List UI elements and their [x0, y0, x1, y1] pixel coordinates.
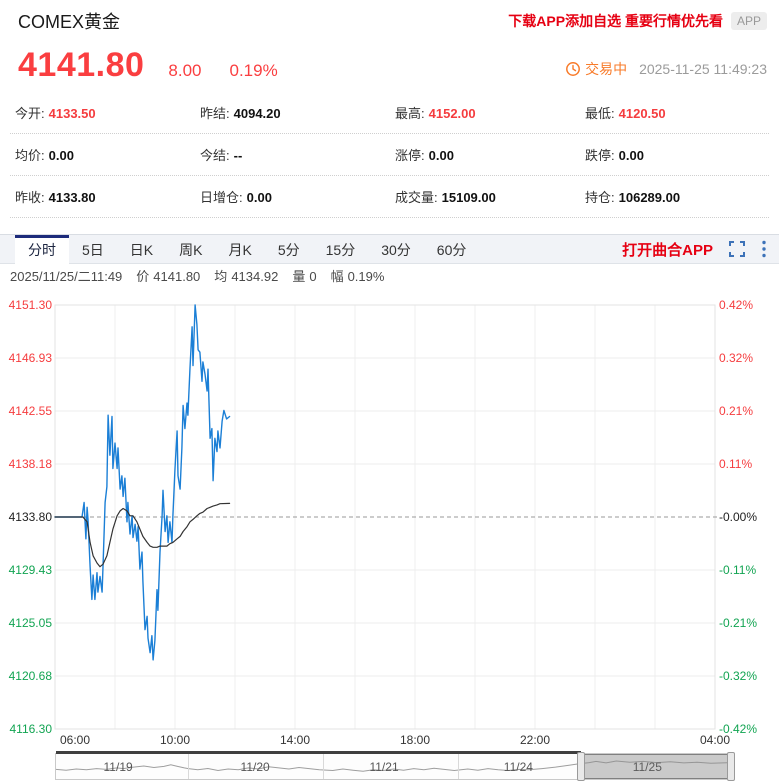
- stat-open-interest: 持仓: 106289.00: [585, 190, 681, 205]
- pct-axis-label: 0.11%: [719, 457, 753, 471]
- y-axis-label: 4120.68: [8, 669, 52, 683]
- intraday-chart[interactable]: 4151.30 4146.93 4142.55 4138.18 4133.80 …: [0, 292, 779, 783]
- pct-axis-label: 0.42%: [719, 298, 754, 312]
- x-axis-tick: 04:00: [699, 733, 731, 747]
- tab-15min[interactable]: 15分: [325, 242, 356, 258]
- pct-axis-label: -0.42%: [719, 722, 758, 736]
- info-average: 均 4134.92: [214, 269, 279, 284]
- price-row: 4141.80 8.00 0.19% 交易中 2025-11-25 11:49:…: [18, 38, 767, 86]
- pct-axis-label: -0.21%: [719, 616, 758, 630]
- kebab-menu-icon[interactable]: [761, 240, 767, 258]
- navigator-date: 11/19: [103, 759, 133, 774]
- pct-axis-label: -0.32%: [719, 669, 758, 683]
- navigator-loaded-range-bar: [56, 751, 582, 754]
- fullscreen-icon[interactable]: [729, 241, 745, 257]
- period-tabbar: 分时 5日 日K 周K 月K 5分 15分 30分 60分 打开曲合APP: [0, 234, 779, 264]
- y-axis-label: 4129.43: [8, 563, 52, 577]
- price-change-percent: 0.19%: [229, 61, 278, 80]
- pct-axis-label: -0.11%: [719, 563, 757, 577]
- trading-status-badge: 交易中: [585, 61, 628, 77]
- navigator-day-divider: [457, 754, 459, 779]
- navigator-selection[interactable]: [581, 754, 731, 779]
- x-axis-tick: 10:00: [159, 733, 191, 747]
- tab-daily-k[interactable]: 日K: [129, 242, 154, 258]
- y-axis-label: 4142.55: [8, 404, 52, 418]
- info-price: 价 4141.80: [136, 269, 201, 284]
- chart-navigator[interactable]: 11/19 11/20 11/21 11/24 11/25: [55, 751, 735, 781]
- open-app-link[interactable]: 打开曲合APP: [622, 241, 713, 259]
- stat-daily-oi-change: 日增仓: 0.00: [200, 190, 272, 205]
- navigator-date: 11/24: [503, 759, 533, 774]
- y-axis-label: 4125.05: [8, 616, 52, 630]
- stat-prev-settle: 昨结: 4094.20: [200, 106, 281, 121]
- stat-avg-price: 均价: 0.00: [15, 148, 74, 163]
- quote-header: COMEX黄金 下载APP添加自选 重要行情优先看 APP: [18, 8, 767, 34]
- stat-limit-up: 涨停: 0.00: [395, 148, 454, 163]
- tab-60min[interactable]: 60分: [436, 242, 467, 258]
- pct-axis-baseline-label: -0.00%: [719, 510, 758, 524]
- quote-timestamp: 2025-11-25 11:49:23: [639, 61, 767, 77]
- navigator-date: 11/20: [240, 759, 270, 774]
- pct-axis-label: 0.21%: [719, 404, 754, 418]
- navigator-date-selected: 11/25: [632, 759, 662, 774]
- stat-limit-down: 跌停: 0.00: [585, 148, 644, 163]
- stat-low: 最低: 4120.50: [585, 106, 666, 121]
- x-axis-tick: 22:00: [519, 733, 551, 747]
- navigator-date: 11/21: [369, 759, 399, 774]
- navigator-right-handle[interactable]: [727, 752, 735, 781]
- x-axis-tick: 18:00: [399, 733, 431, 747]
- navigator-day-divider: [322, 754, 324, 779]
- tab-30min[interactable]: 30分: [381, 242, 411, 258]
- tab-5min[interactable]: 5分: [277, 242, 300, 258]
- y-axis-label: 4151.30: [8, 298, 52, 312]
- x-axis-tick: 06:00: [59, 733, 91, 747]
- stat-volume: 成交量: 15109.00: [395, 190, 496, 205]
- y-axis-baseline-label: 4133.80: [8, 510, 52, 524]
- average-line: [54, 502, 231, 568]
- chart-canvas[interactable]: [0, 292, 779, 783]
- last-price: 4141.80: [18, 46, 145, 84]
- y-axis-label: 4146.93: [8, 351, 52, 365]
- navigator-day-divider: [188, 754, 190, 779]
- stat-today-open: 今开: 4133.50: [15, 106, 96, 121]
- y-axis-label: 4138.18: [8, 457, 52, 471]
- tab-5d[interactable]: 5日: [82, 242, 104, 258]
- info-change-pct: 幅 0.19%: [330, 269, 385, 284]
- x-axis-tick: 14:00: [279, 733, 311, 747]
- tab-minute[interactable]: 分时: [15, 235, 69, 264]
- navigator-sparkline: [56, 760, 731, 772]
- tab-weekly-k[interactable]: 周K: [179, 242, 203, 258]
- download-app-promo-link[interactable]: 下载APP添加自选 重要行情优先看: [508, 13, 723, 29]
- stats-grid: 今开: 4133.50 昨结: 4094.20 最高: 4152.00 最低: 4120…: [10, 92, 769, 218]
- clock-icon: [565, 61, 581, 77]
- navigator-left-handle[interactable]: [577, 752, 586, 781]
- stat-prev-close: 昨收: 4133.80: [15, 190, 96, 205]
- symbol-title: COMEX黄金: [18, 12, 121, 32]
- crosshair-datetime: 2025/11/25/二11:49: [10, 269, 123, 284]
- stat-high: 最高: 4152.00: [395, 106, 476, 121]
- price-line: [54, 304, 231, 661]
- tab-monthly-k[interactable]: 月K: [228, 242, 252, 258]
- price-change: 8.00: [168, 61, 202, 80]
- pct-axis-label: 0.32%: [719, 351, 754, 365]
- app-badge[interactable]: APP: [730, 12, 767, 30]
- y-axis-label: 4116.30: [9, 722, 53, 736]
- gridlines: [54, 304, 716, 730]
- sparkline: [56, 760, 731, 772]
- stat-today-settle: 今结: --: [200, 148, 243, 163]
